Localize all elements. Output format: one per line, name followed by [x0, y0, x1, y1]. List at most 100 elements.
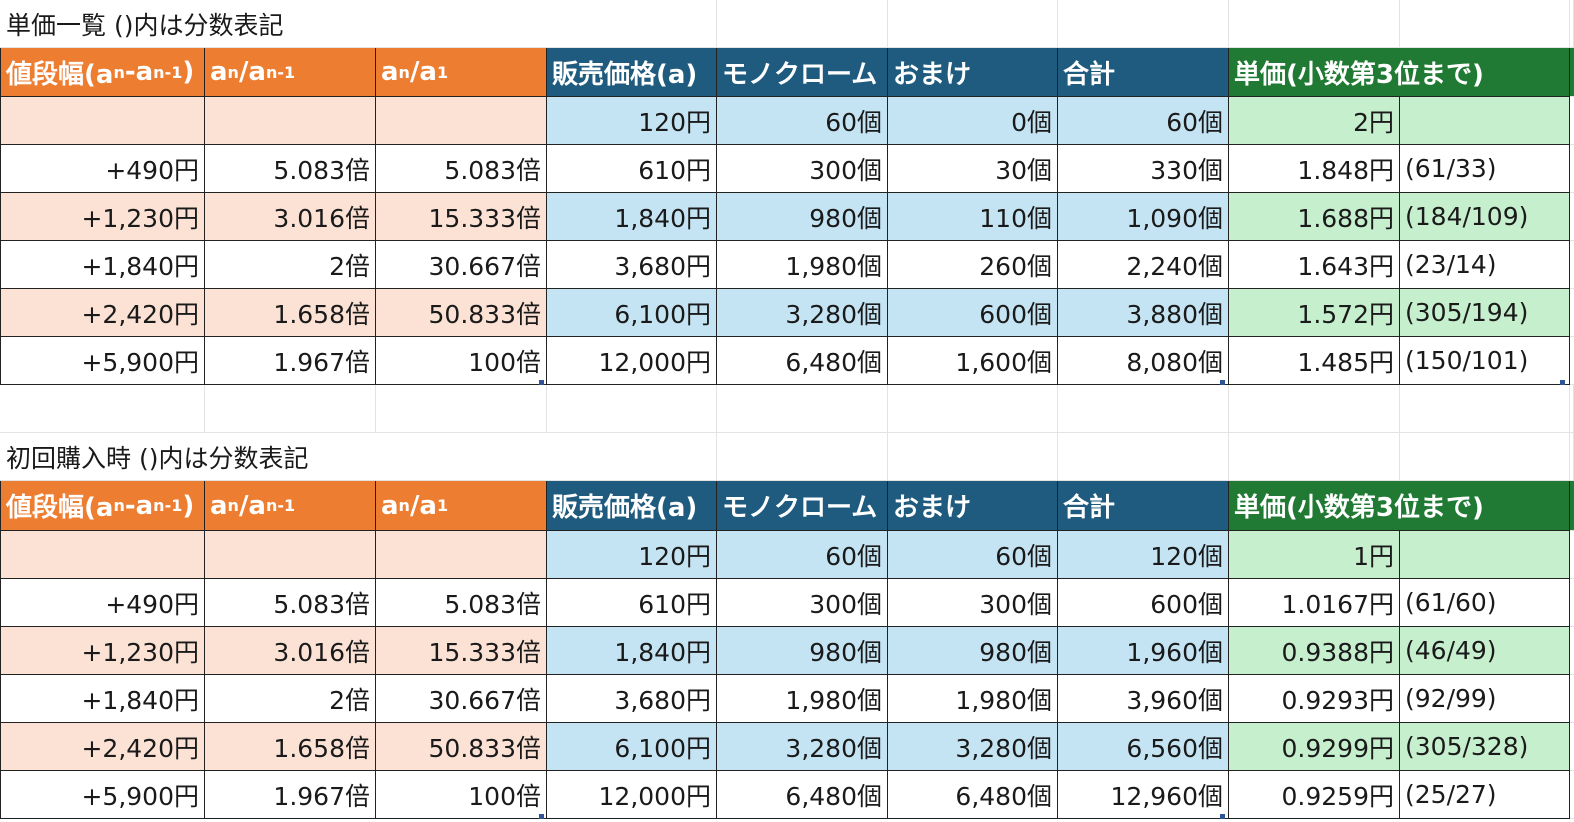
table-cell[interactable]: 50.833倍: [376, 723, 547, 771]
table-cell[interactable]: 1.0167円: [1229, 579, 1400, 627]
table-cell[interactable]: (305/194): [1400, 289, 1570, 337]
table-cell[interactable]: 60個: [1058, 97, 1229, 145]
table-cell[interactable]: 0.9299円: [1229, 723, 1400, 771]
table-cell[interactable]: [376, 531, 547, 579]
header-sale-price[interactable]: 販売価格(a): [547, 481, 717, 531]
table-cell[interactable]: (184/109): [1400, 193, 1570, 241]
table-cell[interactable]: 1,960個: [1058, 627, 1229, 675]
table-resize-handle[interactable]: [1220, 814, 1225, 819]
table-cell[interactable]: 60個: [717, 97, 888, 145]
table-cell[interactable]: 5.083倍: [205, 145, 376, 193]
table-cell[interactable]: 600個: [888, 289, 1058, 337]
table-cell[interactable]: 1,980個: [717, 675, 888, 723]
table-cell[interactable]: 0.9259円: [1229, 771, 1400, 819]
header-ratio-prev[interactable]: a n/a n-1: [205, 481, 376, 531]
table-cell[interactable]: 50.833倍: [376, 289, 547, 337]
table-cell[interactable]: 0.9293円: [1229, 675, 1400, 723]
table-cell[interactable]: 110個: [888, 193, 1058, 241]
table-cell[interactable]: 1.688円: [1229, 193, 1400, 241]
table-cell[interactable]: 30.667倍: [376, 675, 547, 723]
table-cell[interactable]: (25/27): [1400, 771, 1570, 819]
table-cell[interactable]: 260個: [888, 241, 1058, 289]
table-cell[interactable]: (305/328): [1400, 723, 1570, 771]
table-cell[interactable]: 1,980個: [717, 241, 888, 289]
header-ratio-prev[interactable]: a n/a n-1: [205, 48, 376, 97]
table-cell[interactable]: 3.016倍: [205, 193, 376, 241]
table-cell[interactable]: [205, 97, 376, 145]
table-cell[interactable]: 60個: [717, 531, 888, 579]
header-unit-price[interactable]: 単価(小数第3位まで): [1229, 481, 1570, 531]
table-cell[interactable]: 0個: [888, 97, 1058, 145]
table-cell[interactable]: (23/14): [1400, 241, 1570, 289]
table-cell[interactable]: +1,840円: [0, 675, 205, 723]
table-cell[interactable]: 610円: [547, 145, 717, 193]
header-price-range[interactable]: 値段幅(a n -a n-1): [0, 481, 205, 531]
table-cell[interactable]: 2,240個: [1058, 241, 1229, 289]
table-cell[interactable]: 3,280個: [717, 289, 888, 337]
table-cell[interactable]: 0.9388円: [1229, 627, 1400, 675]
table-cell[interactable]: 100倍: [376, 337, 547, 385]
table-cell[interactable]: 6,100円: [547, 723, 717, 771]
table-cell[interactable]: +5,900円: [0, 337, 205, 385]
table-cell[interactable]: 1.643円: [1229, 241, 1400, 289]
table-cell[interactable]: 6,100円: [547, 289, 717, 337]
table-cell[interactable]: [376, 97, 547, 145]
table-cell[interactable]: 980個: [717, 193, 888, 241]
table-cell[interactable]: 60個: [888, 531, 1058, 579]
table-cell[interactable]: 1,840円: [547, 627, 717, 675]
table-cell[interactable]: [0, 531, 205, 579]
header-price-range[interactable]: 値段幅(a n -a n-1): [0, 48, 205, 97]
table-cell[interactable]: 1.485円: [1229, 337, 1400, 385]
table-cell[interactable]: [205, 531, 376, 579]
table-cell[interactable]: 120個: [1058, 531, 1229, 579]
table-cell[interactable]: (150/101): [1400, 337, 1570, 385]
table-cell[interactable]: +490円: [0, 145, 205, 193]
table-cell[interactable]: 5.083倍: [376, 579, 547, 627]
table-cell[interactable]: +5,900円: [0, 771, 205, 819]
table-cell[interactable]: (61/33): [1400, 145, 1570, 193]
table-cell[interactable]: (92/99): [1400, 675, 1570, 723]
table-cell[interactable]: 2倍: [205, 241, 376, 289]
table-cell[interactable]: [1400, 97, 1570, 145]
table-cell[interactable]: [1400, 531, 1570, 579]
header-total[interactable]: 合計: [1058, 48, 1229, 97]
table-cell[interactable]: +1,230円: [0, 627, 205, 675]
table-cell[interactable]: 120円: [547, 97, 717, 145]
table-cell[interactable]: 2倍: [205, 675, 376, 723]
table-cell[interactable]: 600個: [1058, 579, 1229, 627]
table-cell[interactable]: +490円: [0, 579, 205, 627]
table-cell[interactable]: 6,480個: [717, 771, 888, 819]
table-cell[interactable]: 3.016倍: [205, 627, 376, 675]
table-cell[interactable]: 15.333倍: [376, 193, 547, 241]
table-cell[interactable]: 120円: [547, 531, 717, 579]
table-cell[interactable]: (61/60): [1400, 579, 1570, 627]
table-cell[interactable]: 8,080個: [1058, 337, 1229, 385]
table-cell[interactable]: 3,680円: [547, 241, 717, 289]
header-total[interactable]: 合計: [1058, 481, 1229, 531]
table-cell[interactable]: 1,090個: [1058, 193, 1229, 241]
table-cell[interactable]: 300個: [888, 579, 1058, 627]
table-cell[interactable]: +1,230円: [0, 193, 205, 241]
header-ratio-first[interactable]: a n/a 1: [376, 48, 547, 97]
table-cell[interactable]: 1.967倍: [205, 337, 376, 385]
table-cell[interactable]: 980個: [717, 627, 888, 675]
table-cell[interactable]: 1.848円: [1229, 145, 1400, 193]
header-monochrome[interactable]: モノクローム: [717, 481, 888, 531]
header-bonus[interactable]: おまけ: [888, 48, 1058, 97]
table-cell[interactable]: 610円: [547, 579, 717, 627]
table-cell[interactable]: +2,420円: [0, 289, 205, 337]
table-cell[interactable]: 3,880個: [1058, 289, 1229, 337]
table-cell[interactable]: 3,680円: [547, 675, 717, 723]
table-cell[interactable]: 5.083倍: [376, 145, 547, 193]
table-resize-handle[interactable]: [539, 380, 544, 385]
table-cell[interactable]: 6,560個: [1058, 723, 1229, 771]
table-cell[interactable]: 1.658倍: [205, 289, 376, 337]
header-sale-price[interactable]: 販売価格(a): [547, 48, 717, 97]
table-cell[interactable]: +2,420円: [0, 723, 205, 771]
table-cell[interactable]: 1.572円: [1229, 289, 1400, 337]
table-cell[interactable]: 1.658倍: [205, 723, 376, 771]
table-cell[interactable]: 5.083倍: [205, 579, 376, 627]
table-cell[interactable]: 1円: [1229, 531, 1400, 579]
table-resize-handle[interactable]: [1220, 380, 1225, 385]
table-cell[interactable]: 1,840円: [547, 193, 717, 241]
